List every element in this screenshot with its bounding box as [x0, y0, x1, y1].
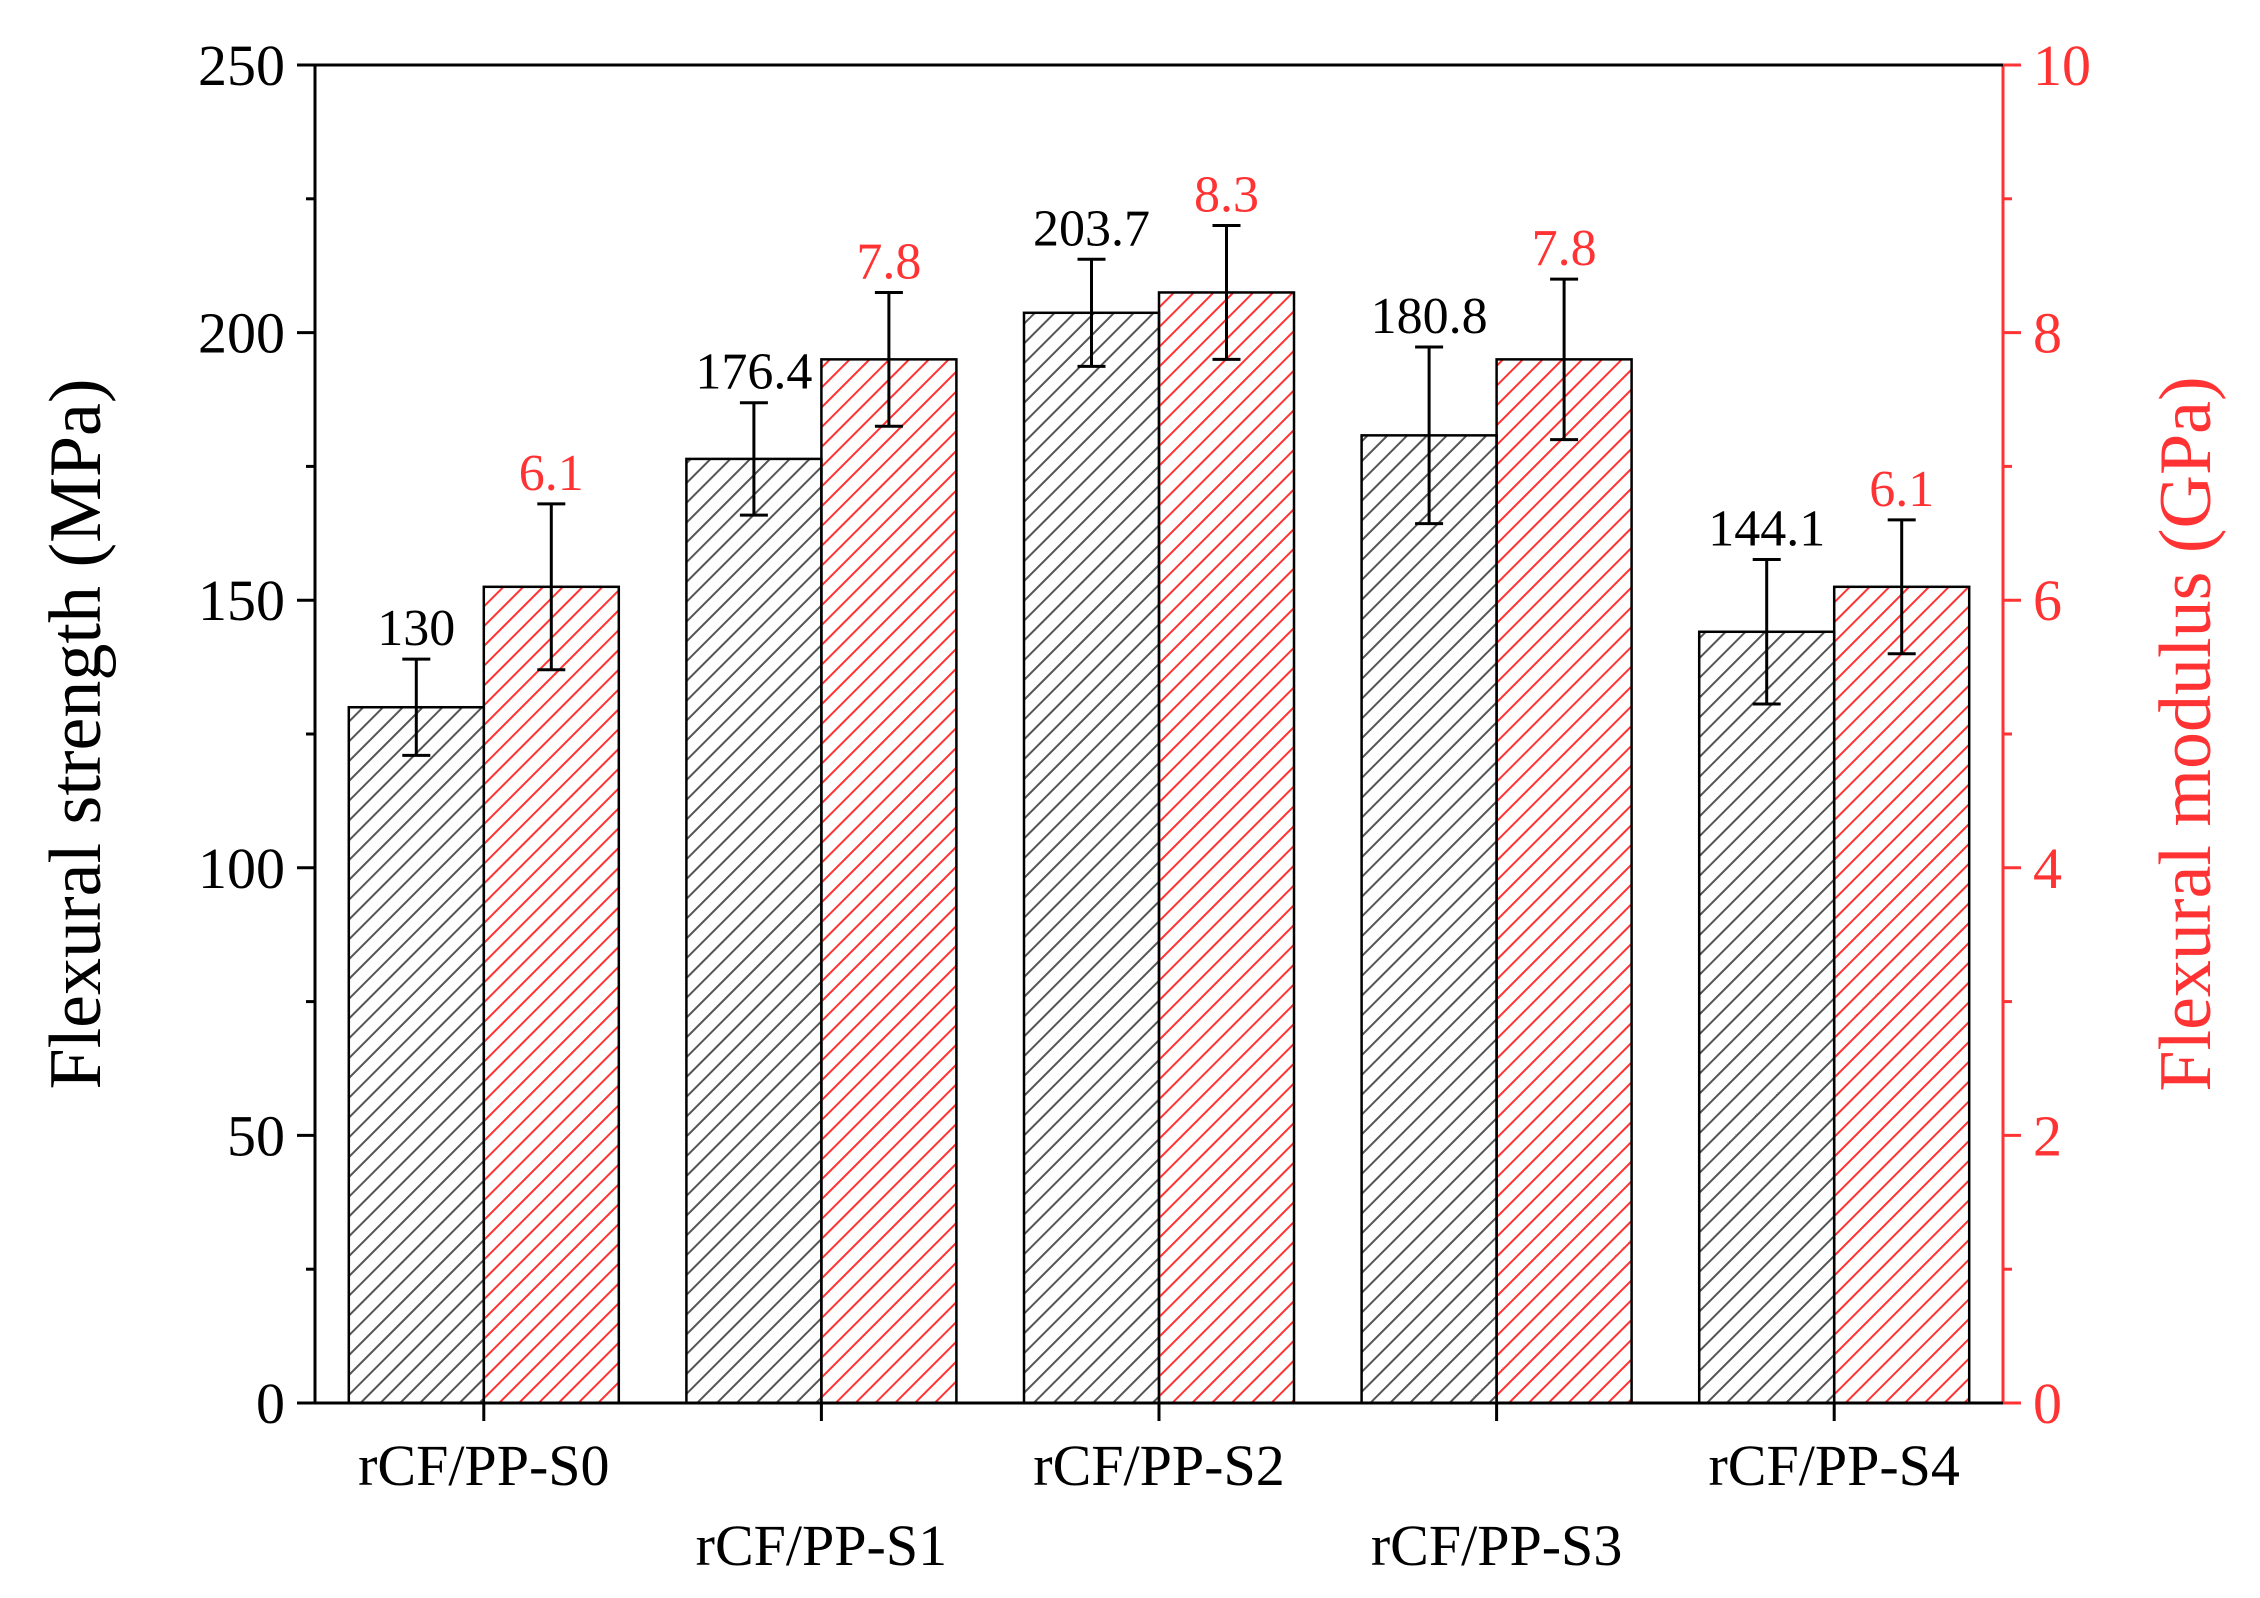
- left-tick-label: 100: [198, 836, 285, 901]
- modulus-bar: [820, 358, 958, 1405]
- modulus-value-label: 7.8: [856, 233, 921, 290]
- left-tick-label: 0: [256, 1371, 285, 1436]
- y-axis-label-left: Flexural strength (MPa): [35, 378, 117, 1089]
- x-tick-label: rCF/PP-S3: [1371, 1513, 1622, 1578]
- right-tick-label: 10: [2033, 33, 2091, 98]
- left-tick-label: 150: [198, 568, 285, 633]
- left-tick-label: 50: [227, 1103, 285, 1168]
- right-tick-label: 8: [2033, 301, 2062, 366]
- strength-value-label: 203.7: [1033, 200, 1150, 257]
- y-axis-label-right: Flexural modulus (GPa): [2145, 376, 2227, 1091]
- modulus-bar: [1157, 291, 1296, 1405]
- x-tick-label: rCF/PP-S2: [1033, 1433, 1284, 1498]
- strength-value-label: 176.4: [695, 344, 812, 401]
- x-tick-label: rCF/PP-S4: [1708, 1433, 1959, 1498]
- x-tick-label: rCF/PP-S0: [358, 1433, 609, 1498]
- modulus-value-label: 6.1: [1869, 461, 1934, 518]
- strength-value-label: 180.8: [1371, 288, 1488, 345]
- x-tick-label: rCF/PP-S1: [696, 1513, 947, 1578]
- left-axis-ticks: 0 50 100 150 200 250: [198, 33, 315, 1436]
- modulus-bar: [1832, 585, 1971, 1405]
- right-tick-label: 0: [2033, 1371, 2062, 1436]
- left-tick-label: 200: [198, 301, 285, 366]
- modulus-bar: [1495, 358, 1633, 1405]
- strength-bar: [1360, 434, 1498, 1405]
- strength-bar: [1022, 311, 1161, 1405]
- modulus-value-label: 6.1: [519, 445, 584, 502]
- right-tick-label: 4: [2033, 836, 2062, 901]
- modulus-value-label: 8.3: [1194, 167, 1259, 224]
- modulus-bar: [482, 585, 621, 1405]
- strength-bar: [347, 705, 486, 1405]
- left-tick-label: 250: [198, 33, 285, 98]
- strength-value-label: 144.1: [1708, 501, 1825, 558]
- bars: [347, 291, 1971, 1405]
- strength-bar: [1697, 630, 1836, 1405]
- error-bars: [402, 224, 1916, 757]
- modulus-value-label: 7.8: [1532, 220, 1597, 277]
- right-axis-ticks: 0 2 4 6 8 10: [2003, 33, 2091, 1436]
- x-axis-ticks: rCF/PP-S0 rCF/PP-S1 rCF/PP-S2 rCF/PP-S3 rCF/…: [358, 1403, 1960, 1578]
- strength-bar: [685, 457, 823, 1405]
- data-labels: 130 6.1 176.4 7.8 203.7 8.3 180.8 7.8 144.1 6.1: [377, 167, 1934, 658]
- strength-value-label: 130: [377, 600, 455, 657]
- right-tick-label: 2: [2033, 1103, 2062, 1168]
- right-tick-label: 6: [2033, 568, 2062, 633]
